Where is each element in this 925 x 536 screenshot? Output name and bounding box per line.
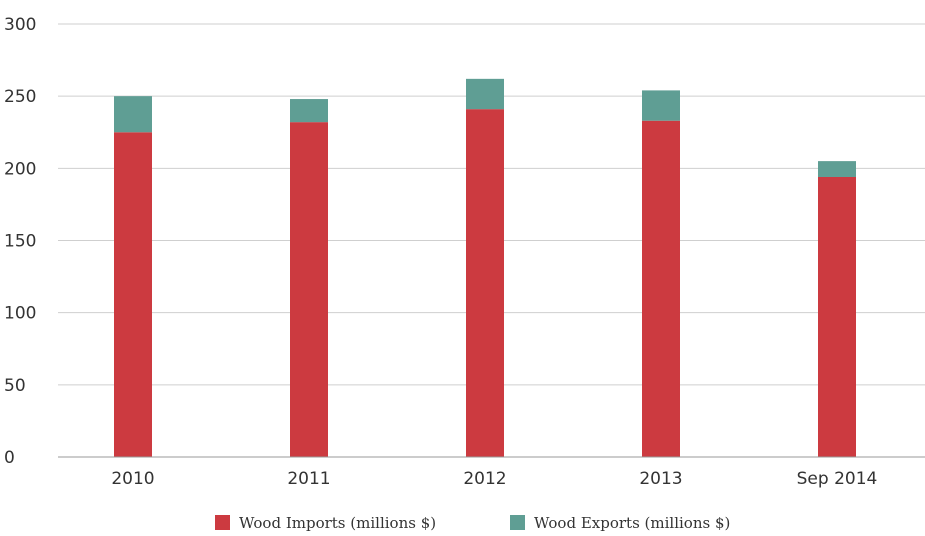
bar-wood-exports [642, 90, 680, 121]
y-tick-label: 0 [4, 448, 15, 468]
legend-swatch [215, 515, 230, 530]
x-tick-label: 2013 [639, 469, 682, 489]
x-tick-label: 2011 [287, 469, 330, 489]
y-tick-label: 300 [4, 15, 36, 35]
y-tick-label: 50 [4, 376, 26, 396]
bar-wood-imports [642, 120, 680, 457]
x-tick-label: 2012 [463, 469, 506, 489]
y-tick-label: 100 [4, 304, 36, 324]
bar-wood-exports [290, 99, 328, 123]
y-tick-label: 150 [4, 232, 36, 252]
legend-label: Wood Imports (millions $) [239, 514, 436, 532]
y-tick-label: 250 [4, 87, 36, 107]
bar-wood-imports [818, 176, 856, 457]
bar-wood-imports [114, 132, 152, 457]
legend-swatch [510, 515, 525, 530]
bar-wood-exports [466, 78, 504, 110]
bar-wood-imports [466, 109, 504, 457]
x-tick-label: 2010 [111, 469, 154, 489]
legend: Wood Imports (millions $) Wood Exports (m… [215, 514, 730, 532]
bar-wood-exports [114, 96, 152, 133]
y-axis-tick-labels: 0 50 100 150 200 250 300 [4, 15, 36, 468]
x-tick-label: Sep 2014 [797, 469, 878, 489]
legend-label: Wood Exports (millions $) [534, 514, 730, 532]
x-axis-tick-labels: 2010 2011 2012 2013 Sep 2014 [111, 469, 877, 489]
bars [114, 78, 856, 457]
y-tick-label: 200 [4, 159, 36, 179]
bar-wood-exports [818, 161, 856, 177]
bar-wood-imports [290, 122, 328, 457]
